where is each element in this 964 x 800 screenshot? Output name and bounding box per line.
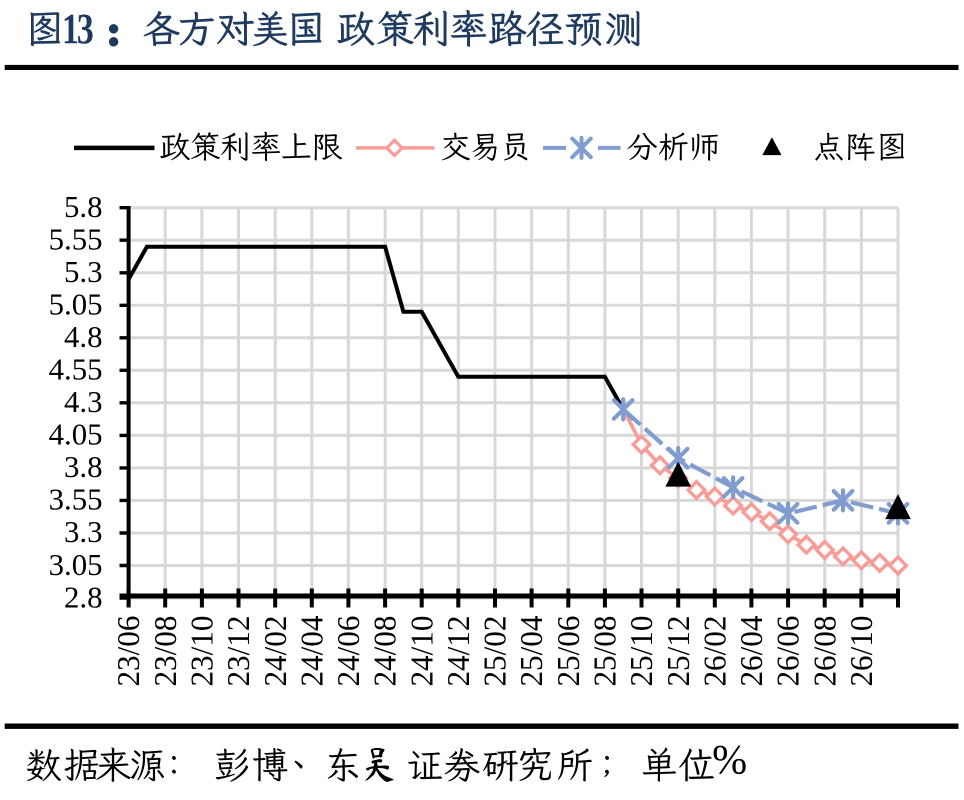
svg-text:23/06: 23/06 — [111, 616, 146, 687]
svg-text:24/04: 24/04 — [294, 615, 329, 686]
svg-text:25/02: 25/02 — [478, 616, 513, 687]
svg-text:5.05: 5.05 — [49, 288, 103, 322]
svg-text:25/12: 25/12 — [661, 616, 696, 687]
svg-text:26/04: 26/04 — [734, 615, 769, 686]
svg-text:3.3: 3.3 — [64, 515, 103, 549]
svg-text:4.8: 4.8 — [64, 320, 103, 354]
svg-text:26/10: 26/10 — [844, 616, 879, 687]
svg-text:25/10: 25/10 — [624, 616, 659, 687]
svg-text:23/12: 23/12 — [221, 616, 256, 687]
svg-text:24/08: 24/08 — [368, 616, 403, 687]
svg-text:25/04: 25/04 — [514, 615, 549, 686]
svg-text:4.55: 4.55 — [49, 353, 103, 387]
svg-text:25/08: 25/08 — [588, 616, 623, 687]
svg-text:4.05: 4.05 — [49, 418, 103, 452]
svg-text:4.3: 4.3 — [64, 385, 103, 419]
svg-text:25/06: 25/06 — [551, 616, 586, 687]
svg-text:3.55: 3.55 — [49, 483, 103, 517]
svg-text:24/12: 24/12 — [441, 616, 476, 687]
svg-text:3.05: 3.05 — [49, 548, 103, 582]
svg-text:5.55: 5.55 — [49, 223, 103, 257]
svg-text:5.3: 5.3 — [64, 255, 103, 289]
svg-text:26/06: 26/06 — [771, 616, 806, 687]
svg-text:23/10: 23/10 — [185, 616, 220, 687]
svg-text:24/10: 24/10 — [404, 616, 439, 687]
svg-text:26/02: 26/02 — [697, 616, 732, 687]
svg-text:2.8: 2.8 — [64, 580, 103, 614]
svg-text:23/08: 23/08 — [148, 616, 183, 687]
svg-text:24/06: 24/06 — [331, 616, 366, 687]
svg-text:3.8: 3.8 — [64, 450, 103, 484]
svg-text:24/02: 24/02 — [258, 616, 293, 687]
svg-text:26/08: 26/08 — [807, 616, 842, 687]
svg-text:5.8: 5.8 — [64, 190, 103, 224]
